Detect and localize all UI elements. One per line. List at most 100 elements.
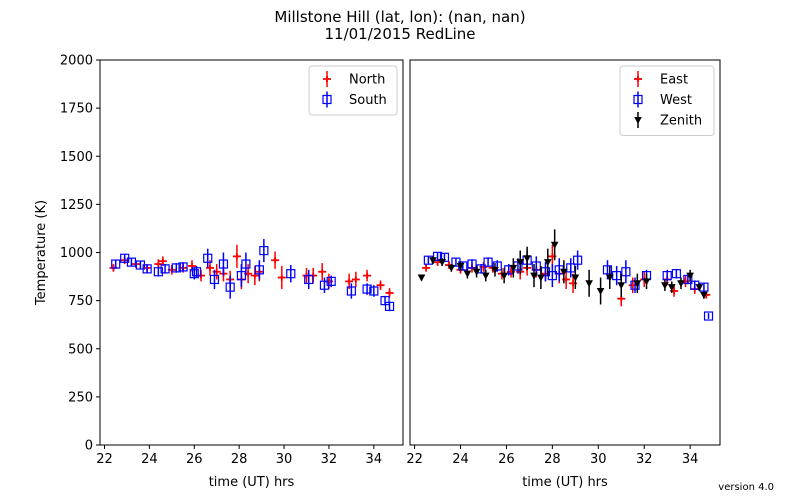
zenith-point-23 [633, 273, 642, 293]
right-xtick-label-32: 32 [636, 452, 653, 467]
west-point-5 [467, 259, 477, 269]
west-marker-25 [683, 274, 693, 285]
zenith-marker-12 [523, 255, 531, 263]
west-marker-18 [602, 265, 613, 275]
zenith-marker-30 [700, 291, 708, 299]
legend-label-east: East [660, 73, 688, 88]
north-marker-28 [376, 282, 385, 289]
west-marker-8 [492, 261, 502, 271]
zenith-point-11 [516, 250, 525, 274]
zenith-marker-19 [585, 280, 593, 288]
south-marker-5 [153, 267, 163, 277]
south-point-0 [111, 259, 121, 269]
north-point-19 [271, 251, 280, 269]
zenith-point-1 [429, 256, 437, 265]
south-marker-25 [369, 286, 379, 296]
south-point-16 [241, 252, 251, 276]
zenith-marker-27 [677, 280, 685, 288]
zenith-point-27 [677, 277, 685, 290]
south-marker-12 [209, 274, 220, 285]
north-point-14 [232, 244, 241, 268]
west-marker-20 [621, 267, 631, 277]
north-marker-19 [271, 257, 280, 264]
north-marker-26 [351, 276, 360, 283]
south-marker-6 [160, 264, 170, 274]
south-point-14 [225, 275, 235, 299]
south-marker-24 [362, 284, 372, 294]
left-ytick-label-250: 250 [68, 390, 93, 405]
south-marker-13 [218, 259, 229, 269]
north-marker-14 [232, 253, 241, 260]
zenith-marker-2 [438, 259, 446, 267]
south-marker-17 [254, 265, 264, 275]
figure-title-line2: 11/01/2015 RedLine [325, 25, 476, 43]
left-xtick-label-22: 22 [96, 452, 113, 467]
west-marker-24 [671, 269, 681, 279]
left-ytick-label-1500: 1500 [60, 150, 93, 165]
zenith-point-6 [472, 265, 481, 278]
left-ytick-label-1250: 1250 [60, 198, 93, 213]
zenith-marker-24 [642, 278, 651, 286]
zenith-marker-22 [617, 282, 626, 290]
south-marker-27 [384, 301, 395, 311]
right-series-zenith [417, 229, 708, 305]
south-point-13 [218, 252, 229, 276]
zenith-marker-9 [500, 272, 508, 280]
zenith-marker-25 [661, 282, 669, 290]
zenith-marker-7 [481, 272, 490, 280]
zenith-point-12 [523, 246, 531, 270]
south-point-11 [203, 248, 213, 268]
zenith-marker-1 [429, 257, 437, 265]
south-marker-22 [326, 276, 336, 286]
south-marker-16 [241, 259, 251, 269]
south-point-12 [209, 269, 220, 290]
north-marker-5 [158, 258, 167, 265]
zenith-point-20 [596, 277, 605, 305]
right-xtick-label-22: 22 [406, 452, 423, 467]
zenith-point-0 [417, 274, 426, 282]
zenith-point-29 [695, 283, 704, 292]
left-y-axis-label: Temperature (K) [34, 200, 49, 306]
right-xtick-label-30: 30 [590, 452, 607, 467]
left-ytick-label-1750: 1750 [60, 102, 93, 117]
south-marker-19 [286, 269, 296, 279]
zenith-point-18 [571, 265, 580, 290]
right-x-axis-label: time (UT) hrs [522, 475, 608, 490]
south-marker-18 [259, 245, 269, 256]
zenith-marker-10 [509, 264, 518, 272]
zenith-point-14 [537, 265, 545, 290]
west-point-23 [662, 269, 672, 282]
legend-entry-east: East [634, 71, 688, 88]
version-label: version 4.0 [718, 482, 774, 493]
north-marker-27 [363, 272, 372, 279]
south-point-18 [259, 239, 269, 263]
left-ytick-label-750: 750 [68, 294, 93, 309]
south-point-23 [346, 283, 356, 299]
south-marker-14 [225, 282, 235, 292]
left-xtick-label-28: 28 [231, 452, 248, 467]
south-marker-23 [346, 286, 356, 296]
zenith-point-28 [686, 269, 694, 282]
south-point-19 [286, 265, 296, 283]
west-point-7 [483, 257, 493, 267]
west-marker-28 [703, 311, 714, 321]
zenith-marker-20 [596, 288, 605, 296]
north-point-20 [277, 265, 286, 290]
right-xtick-label-34: 34 [682, 452, 699, 467]
south-marker-0 [111, 259, 121, 269]
zenith-point-17 [560, 260, 568, 284]
zenith-point-9 [500, 267, 508, 284]
zenith-point-3 [447, 264, 456, 272]
west-marker-5 [467, 259, 477, 269]
left-x-axis-label: time (UT) hrs [209, 475, 295, 490]
legend-marker-west [633, 94, 643, 105]
zenith-point-25 [661, 279, 669, 291]
zenith-point-4 [456, 261, 465, 271]
right-axes-frame [409, 59, 721, 446]
south-point-7 [171, 263, 181, 273]
south-point-27 [384, 301, 395, 312]
east-point-0 [422, 264, 431, 272]
zenith-marker-4 [456, 262, 465, 271]
zenith-marker-0 [417, 274, 426, 282]
south-marker-20 [304, 274, 314, 285]
